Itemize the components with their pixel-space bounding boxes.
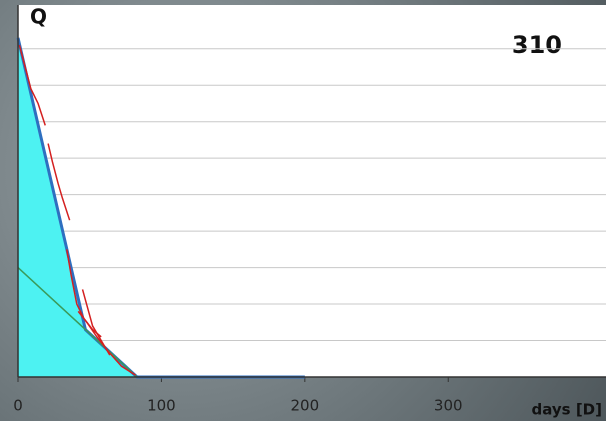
x-tick-label: 100 — [147, 397, 176, 415]
x-axis-label: days [D] — [532, 401, 603, 419]
plot-area — [18, 5, 606, 377]
x-tick-label: 200 — [291, 397, 320, 415]
y-axis-label: Q — [30, 5, 47, 29]
chart: Q 310 days [D] 0 100 200 300 — [0, 0, 606, 421]
chart-title: 310 — [512, 31, 562, 59]
x-tick-label: 300 — [434, 397, 463, 415]
x-tick-label: 0 — [13, 397, 23, 415]
